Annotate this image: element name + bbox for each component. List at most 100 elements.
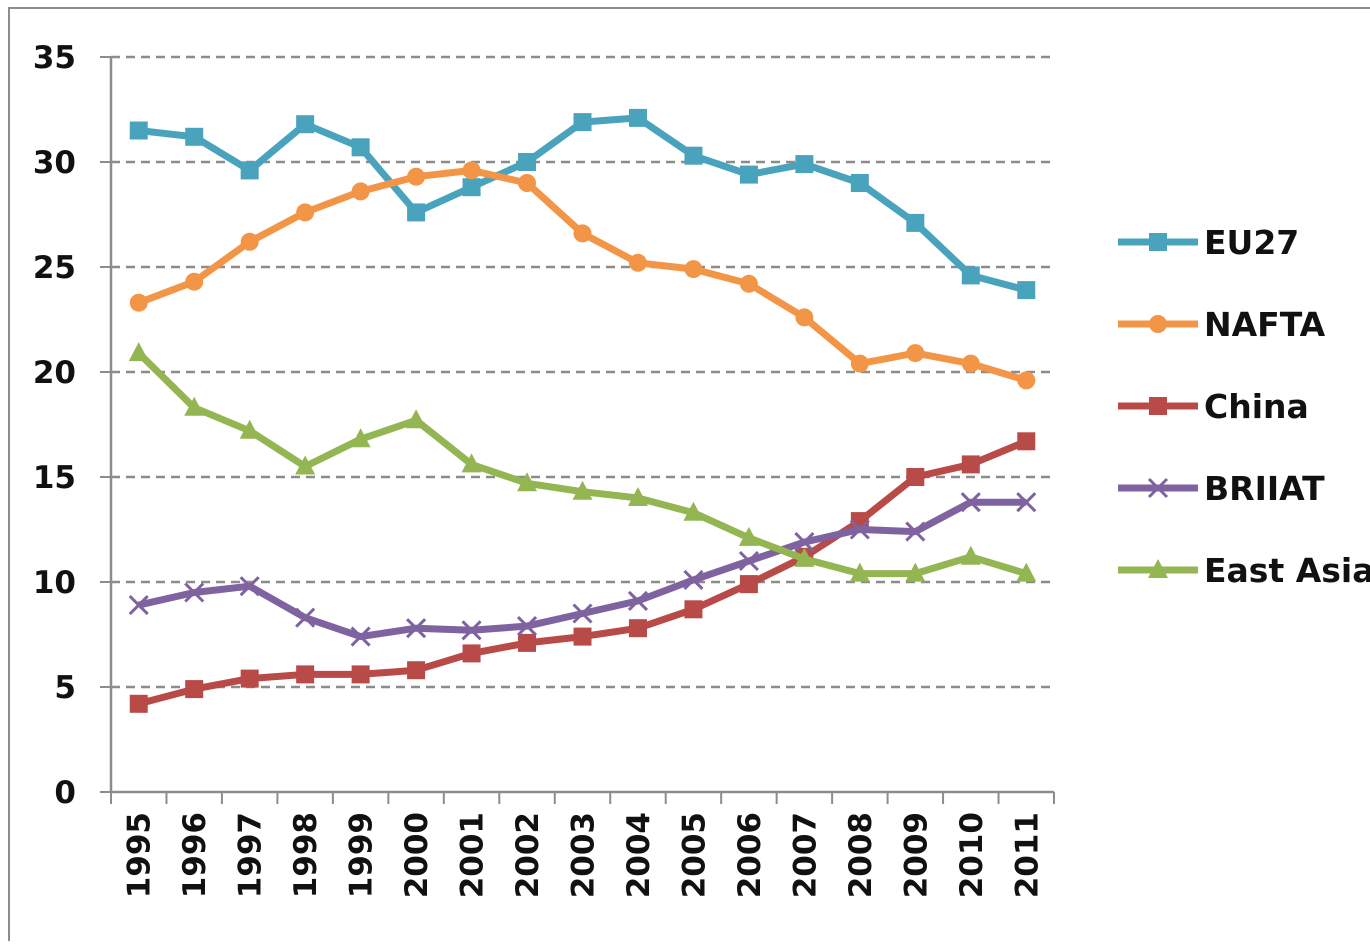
x-tick-label: 1998 <box>288 812 324 898</box>
y-tick-label: 15 <box>33 460 76 496</box>
data-point <box>906 468 925 486</box>
y-tick-label: 5 <box>54 670 76 706</box>
data-point <box>850 354 869 373</box>
data-point <box>794 547 815 567</box>
y-tick-label: 35 <box>33 40 76 76</box>
y-tick-label: 30 <box>33 145 76 181</box>
legend-label: EU27 <box>1204 223 1299 262</box>
data-point <box>516 616 538 637</box>
x-tick-label: 2001 <box>455 812 491 898</box>
data-point <box>960 492 981 513</box>
data-point <box>407 203 426 222</box>
data-point <box>239 419 260 439</box>
data-point <box>517 472 538 492</box>
legend-label: BRIIAT <box>1204 469 1325 508</box>
x-tick-label: 2002 <box>510 812 546 898</box>
legend-label: East Asia <box>1204 551 1370 590</box>
data-point <box>1017 281 1036 300</box>
data-point <box>572 480 593 500</box>
data-point <box>240 161 259 180</box>
y-tick-label: 20 <box>33 355 76 391</box>
legend-marker <box>1147 477 1169 499</box>
data-point <box>295 455 316 475</box>
data-point <box>906 344 925 363</box>
x-tick-label: 1995 <box>122 812 158 898</box>
data-point <box>350 428 371 448</box>
x-tick-label: 1999 <box>344 812 380 898</box>
data-point <box>518 633 537 652</box>
data-point <box>961 266 980 285</box>
series-line <box>137 498 1027 641</box>
data-point <box>461 620 482 641</box>
legend-marker <box>1149 397 1167 415</box>
data-point <box>461 453 482 473</box>
data-point <box>296 665 315 684</box>
data-point <box>1017 371 1036 390</box>
data-point <box>961 455 980 474</box>
data-point <box>129 121 148 140</box>
data-point <box>683 501 704 521</box>
data-point <box>628 619 647 638</box>
data-point <box>1016 562 1037 582</box>
x-tick-label: 2007 <box>787 812 823 898</box>
data-point <box>184 582 205 603</box>
data-point <box>128 342 149 362</box>
data-point <box>239 576 260 597</box>
data-point <box>684 260 703 279</box>
data-point <box>627 590 649 611</box>
data-point <box>628 108 647 127</box>
data-point <box>406 618 427 639</box>
data-point <box>961 354 980 373</box>
series-line <box>136 350 1028 578</box>
data-point <box>794 532 815 553</box>
series-line <box>138 114 1028 294</box>
data-point <box>184 396 205 416</box>
data-point <box>129 694 148 713</box>
data-point <box>518 174 537 192</box>
data-point <box>850 174 869 192</box>
data-point <box>906 213 925 232</box>
data-point <box>572 603 593 624</box>
x-tick-label: 1996 <box>177 812 213 898</box>
data-point <box>185 680 204 699</box>
data-point <box>738 526 759 546</box>
data-point <box>462 178 481 197</box>
x-tick-label: 2003 <box>566 812 602 898</box>
data-point <box>406 409 427 429</box>
x-tick-label: 1997 <box>233 812 269 898</box>
data-point <box>351 182 370 201</box>
data-point <box>739 575 758 594</box>
data-point <box>407 167 426 186</box>
data-point <box>960 545 981 565</box>
data-point <box>296 203 315 222</box>
data-point <box>849 562 870 582</box>
legend-marker <box>1149 315 1167 333</box>
data-point <box>128 595 149 616</box>
data-point <box>905 521 926 542</box>
x-tick-label: 2004 <box>621 812 657 898</box>
data-point <box>684 600 703 619</box>
data-point <box>295 607 316 628</box>
legend-label: China <box>1204 387 1309 426</box>
data-point <box>240 232 259 251</box>
y-tick-label: 0 <box>54 775 76 811</box>
data-point <box>462 644 481 663</box>
data-point <box>739 274 758 293</box>
x-tick-label: 2010 <box>954 812 990 898</box>
data-point <box>684 146 703 165</box>
data-point <box>296 115 315 134</box>
data-point <box>350 626 371 647</box>
data-point <box>573 113 592 132</box>
data-point <box>905 562 926 582</box>
x-tick-label: 2006 <box>732 812 768 898</box>
data-point <box>185 272 204 291</box>
data-point <box>351 665 370 684</box>
data-point <box>185 127 204 146</box>
data-point <box>240 669 259 688</box>
y-tick-label: 25 <box>33 250 76 286</box>
x-tick-label: 2005 <box>676 812 712 898</box>
data-point <box>351 138 370 157</box>
data-point <box>462 161 481 180</box>
data-point <box>407 661 426 680</box>
